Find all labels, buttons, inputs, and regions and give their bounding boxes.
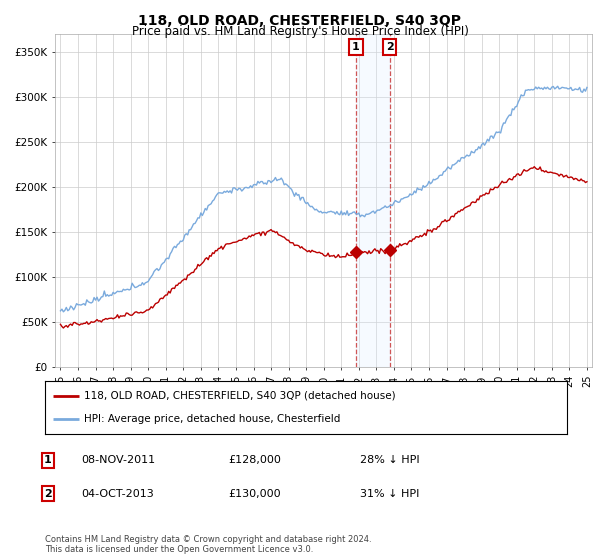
Text: 118, OLD ROAD, CHESTERFIELD, S40 3QP: 118, OLD ROAD, CHESTERFIELD, S40 3QP <box>139 14 461 28</box>
Text: Price paid vs. HM Land Registry's House Price Index (HPI): Price paid vs. HM Land Registry's House … <box>131 25 469 38</box>
Text: 04-OCT-2013: 04-OCT-2013 <box>81 489 154 499</box>
Text: 2: 2 <box>386 42 394 52</box>
Text: 28% ↓ HPI: 28% ↓ HPI <box>360 455 419 465</box>
Text: £130,000: £130,000 <box>228 489 281 499</box>
Bar <box>356 34 389 367</box>
Text: 118, OLD ROAD, CHESTERFIELD, S40 3QP (detached house): 118, OLD ROAD, CHESTERFIELD, S40 3QP (de… <box>84 391 396 401</box>
Text: 1: 1 <box>352 42 360 52</box>
Text: 2: 2 <box>44 489 52 499</box>
Text: 08-NOV-2011: 08-NOV-2011 <box>81 455 155 465</box>
Text: Contains HM Land Registry data © Crown copyright and database right 2024.
This d: Contains HM Land Registry data © Crown c… <box>45 535 371 554</box>
Text: 1: 1 <box>44 455 52 465</box>
Text: HPI: Average price, detached house, Chesterfield: HPI: Average price, detached house, Ches… <box>84 414 341 424</box>
Text: 31% ↓ HPI: 31% ↓ HPI <box>360 489 419 499</box>
Text: £128,000: £128,000 <box>228 455 281 465</box>
